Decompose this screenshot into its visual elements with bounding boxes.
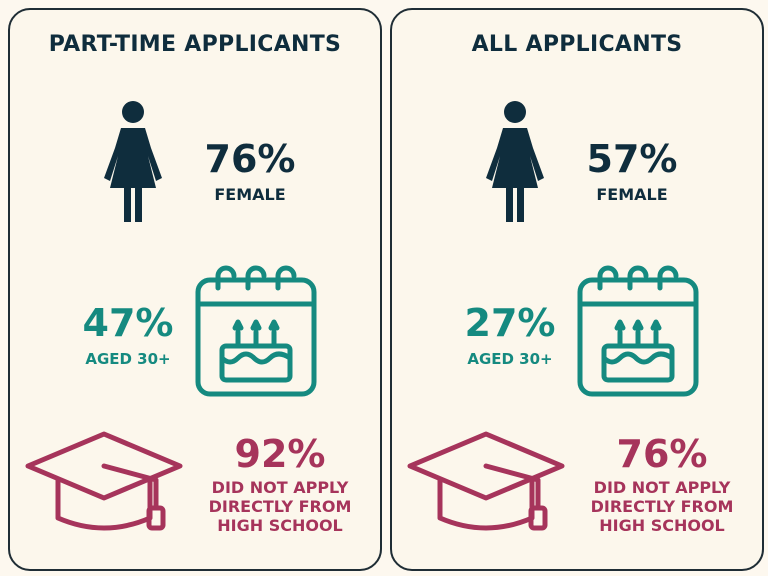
not-direct-from-hs-percentage: 76% xyxy=(616,432,708,476)
hs-label-line-2: DIRECTLY FROM xyxy=(208,497,352,517)
graduation-cap-icon xyxy=(407,431,565,531)
female-icon xyxy=(104,101,162,222)
graduation-cap-icon xyxy=(25,431,183,531)
panel-title: PART-TIME APPLICANTS xyxy=(48,32,342,57)
all-applicants-panel: ALL APPLICANTS 57% FEMALE 27% AGED 30+ 7… xyxy=(390,8,764,571)
hs-label-line-1: DID NOT APPLY xyxy=(211,478,349,497)
birthday-calendar-icon xyxy=(577,265,699,397)
female-percentage: 57% xyxy=(586,137,678,181)
aged-30-percentage: 27% xyxy=(464,301,556,345)
female-percentage: 76% xyxy=(204,137,296,181)
hs-label-line-3: HIGH SCHOOL xyxy=(599,516,725,536)
part-time-applicants-panel: PART-TIME APPLICANTS 76% FEMALE 47% AGED… xyxy=(8,8,382,571)
aged-30-label: AGED 30+ xyxy=(85,350,171,368)
not-direct-from-hs-label: DID NOT APPLY DIRECTLY FROM HIGH SCHOOL xyxy=(190,478,370,536)
hs-label-line-1: DID NOT APPLY xyxy=(593,478,731,497)
hs-label-line-3: HIGH SCHOOL xyxy=(217,516,343,536)
female-label: FEMALE xyxy=(214,185,286,204)
not-direct-from-hs-percentage: 92% xyxy=(234,432,326,476)
aged-30-percentage: 47% xyxy=(82,301,174,345)
panel-title: ALL APPLICANTS xyxy=(471,32,683,57)
female-icon xyxy=(486,101,544,222)
birthday-calendar-icon xyxy=(195,265,317,397)
not-direct-from-hs-label: DID NOT APPLY DIRECTLY FROM HIGH SCHOOL xyxy=(572,478,752,536)
hs-label-line-2: DIRECTLY FROM xyxy=(590,497,734,517)
aged-30-label: AGED 30+ xyxy=(467,350,553,368)
female-label: FEMALE xyxy=(596,185,668,204)
